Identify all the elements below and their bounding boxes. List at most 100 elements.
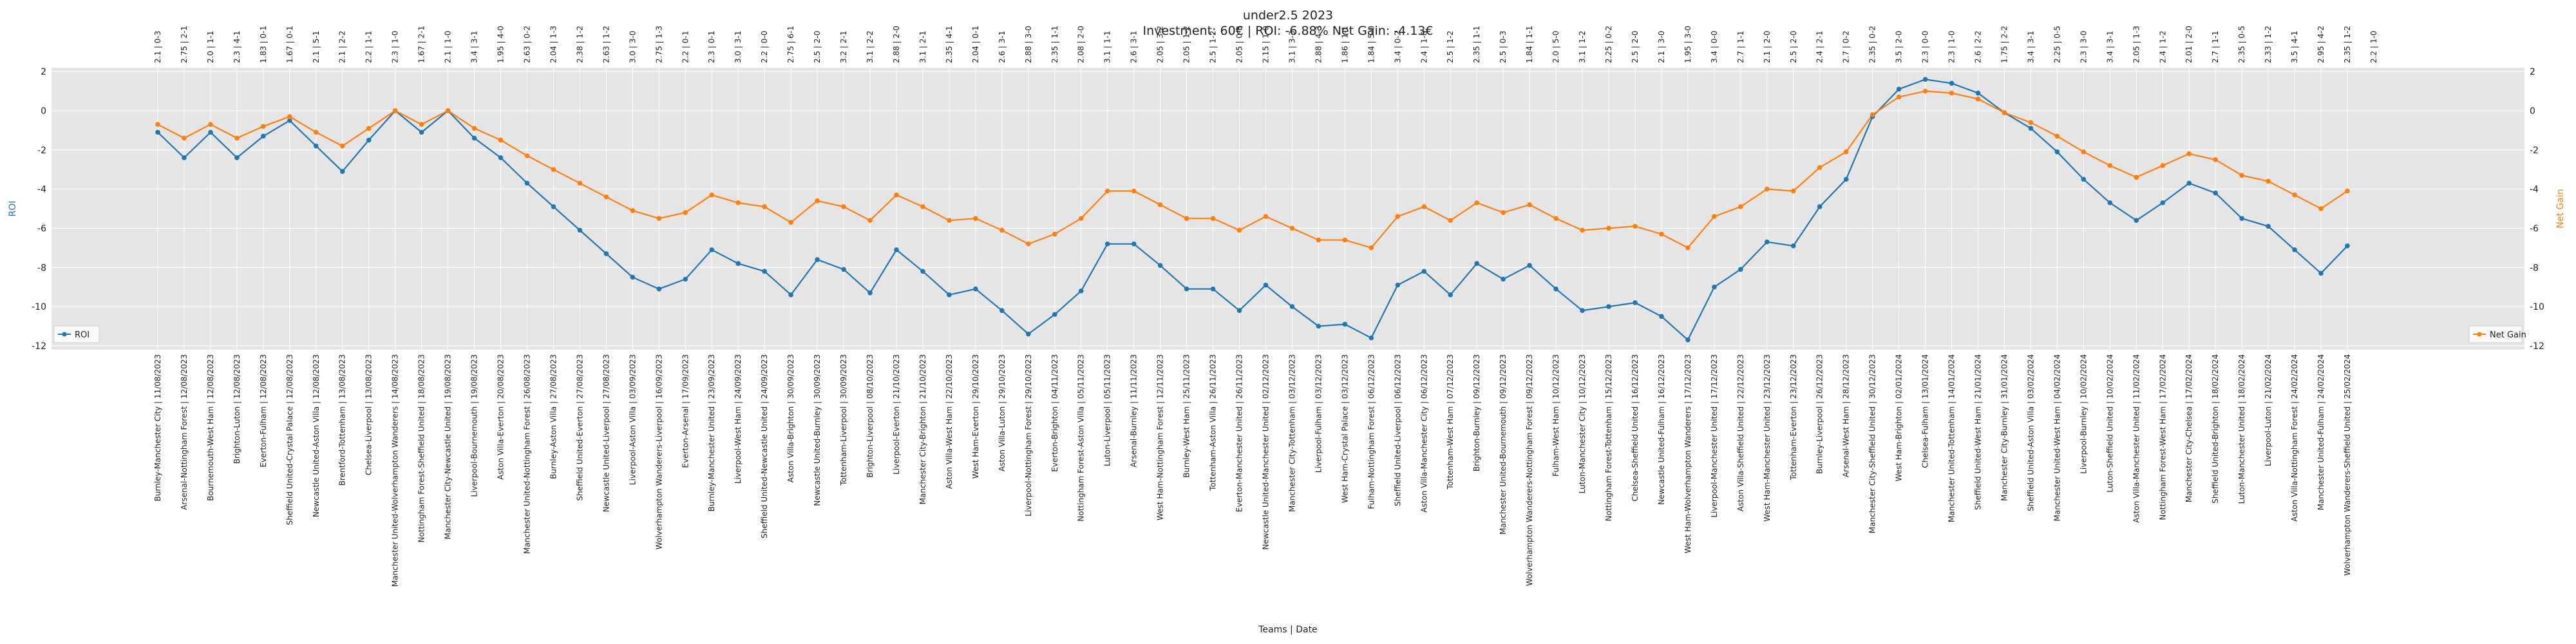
data-point-net-gain [1052,231,1057,237]
data-point-net-gain [999,227,1005,233]
x-tick-label: Nottingham Forest-Sheffield United | 18/… [417,354,426,543]
data-point-net-gain [1975,96,1981,102]
top-odds-label: 2.75 | 6-1 [786,26,795,63]
x-tick-label: Sheffield United-Aston Villa | 03/02/202… [2026,354,2035,511]
data-point-roi [1553,286,1558,292]
top-odds-label: 2.5 | 0-3 [1499,31,1508,63]
x-tick-label: Manchester United-Bournemouth | 09/12/20… [1499,354,1508,535]
top-odds-label: 2.75 | 1-3 [654,26,663,63]
top-odds-label: 2.05 | 1-3 [2132,26,2141,63]
y-tick-right: -6 [2530,223,2539,234]
y-tick-right: -4 [2530,185,2539,195]
x-tick-label: Aston Villa-Nottingham Forest | 24/02/20… [2290,354,2299,522]
top-odds-label: 2.5 | 2-0 [1631,31,1640,63]
top-odds-label: 2.63 | 1-2 [601,26,611,63]
top-odds-label: 2.5 | 2-0 [1789,31,1798,63]
data-point-net-gain [2318,206,2324,211]
top-odds-label: 2.0 | 1-1 [206,31,215,63]
y-tick-right: -2 [2530,146,2539,156]
legend-net-gain-label: Net Gain [2490,330,2526,340]
data-point-net-gain [920,204,925,209]
x-tick-label: Manchester City-Chelsea | 17/02/2024 [2184,354,2193,502]
data-point-net-gain [1843,149,1849,155]
x-tick-label: Sheffield United-Everton | 27/08/2023 [575,354,584,501]
data-point-roi [1975,90,1981,96]
data-point-roi [973,286,978,292]
data-point-roi [339,169,345,175]
data-point-net-gain [762,204,767,209]
x-tick-label: Liverpool-Luton | 21/02/2024 [2264,354,2273,466]
top-odds-label: 2.2 | 1-0 [2369,31,2378,63]
data-point-net-gain [366,126,372,131]
x-tick-label: Sheffield United-Brighton | 18/02/2024 [2211,354,2220,504]
data-point-net-gain [1580,227,1585,233]
top-odds-label: 2.33 | 1-2 [2264,26,2273,63]
data-point-net-gain [182,135,187,141]
data-point-net-gain [1131,188,1137,194]
top-odds-label: 2.05 | 3-2 [1156,26,1165,63]
data-point-roi [471,135,477,141]
data-point-net-gain [498,137,504,143]
data-point-roi [1131,241,1137,247]
data-point-net-gain [313,129,319,135]
data-point-roi [1474,261,1479,266]
x-tick-label: Everton-Brighton | 04/11/2023 [1050,354,1059,472]
data-point-net-gain [392,108,398,113]
data-point-net-gain [656,216,662,222]
data-point-net-gain [261,124,266,129]
top-odds-label: 3.2 | 2-1 [839,31,848,63]
x-tick-label: Brighton-Burnley | 09/12/2023 [1472,354,1481,471]
top-odds-label: 1.95 | 3-0 [1683,26,1692,63]
data-point-roi [182,155,187,160]
y-axis-label-left: ROI [8,201,18,217]
data-point-net-gain [815,198,820,204]
data-point-roi [1633,300,1638,305]
top-odds-label: 2.01 | 2-0 [2184,26,2193,63]
x-tick-label: West Ham-Crystal Palace | 03/12/2023 [1340,354,1349,503]
legend-roi: ROI [53,325,100,343]
data-point-net-gain [234,135,240,141]
data-point-net-gain [2292,192,2297,198]
data-point-roi [2186,180,2192,186]
data-point-roi [1052,312,1057,317]
data-point-roi [1210,286,1216,292]
data-point-net-gain [1501,210,1506,215]
x-tick-label: Luton-Liverpool | 05/11/2023 [1103,354,1112,466]
x-tick-label: Fulham-West Ham | 10/12/2023 [1551,354,1560,477]
data-point-roi [1659,314,1664,319]
data-point-roi [1896,86,1902,92]
top-odds-label: 1.67 | 2-1 [417,26,426,63]
data-point-roi [867,290,873,296]
top-odds-label: 2.2 | 0-1 [681,31,690,63]
top-odds-label: 2.7 | 0-2 [1842,31,1851,63]
top-odds-label: 3.1 | 2-1 [918,31,927,63]
legend-net-gain: Net Gain [2468,325,2526,343]
x-tick-label: Aston Villa-Everton | 20/08/2023 [497,354,506,480]
top-odds-label: 2.7 | 1-1 [1736,31,1745,63]
data-point-roi [1157,263,1163,269]
top-odds-label: 2.63 | 0-2 [522,26,531,63]
top-odds-label: 3.5 | 2-0 [1895,31,1904,63]
data-point-roi [2134,218,2139,223]
data-point-roi [709,247,715,252]
chart-subtitle: Investment: 60€ | ROI: -6.88% Net Gain: … [1142,24,1433,38]
data-point-net-gain [2081,149,2087,155]
top-odds-label: 2.3 | 0-1 [707,31,716,63]
top-odds-label: 1.84 | 1-1 [1525,26,1534,63]
data-point-net-gain [2002,110,2007,115]
top-odds-label: 2.5 | 1-2 [1209,31,1218,63]
x-tick-label: Fulham-Nottingham Forest | 06/12/2023 [1367,354,1376,509]
data-point-net-gain [1764,186,1770,192]
data-point-roi [2266,223,2271,229]
x-tick-label: Tottenham-West Ham | 07/12/2023 [1446,354,1455,490]
data-point-net-gain [1659,231,1664,237]
x-tick-label: Bournemouth-West Ham | 12/08/2023 [206,354,215,501]
top-odds-label: 2.35 | 1-1 [1050,26,1059,63]
data-point-roi [208,129,213,135]
data-point-net-gain [841,204,846,209]
top-odds-label: 2.6 | 3-1 [998,31,1007,63]
x-tick-label: Liverpool-Fulham | 03/12/2023 [1314,354,1323,473]
top-odds-label: 2.2 | 0-0 [760,31,769,63]
top-odds-label: 2.35 | 4-1 [945,26,954,63]
data-point-roi [1764,239,1770,245]
